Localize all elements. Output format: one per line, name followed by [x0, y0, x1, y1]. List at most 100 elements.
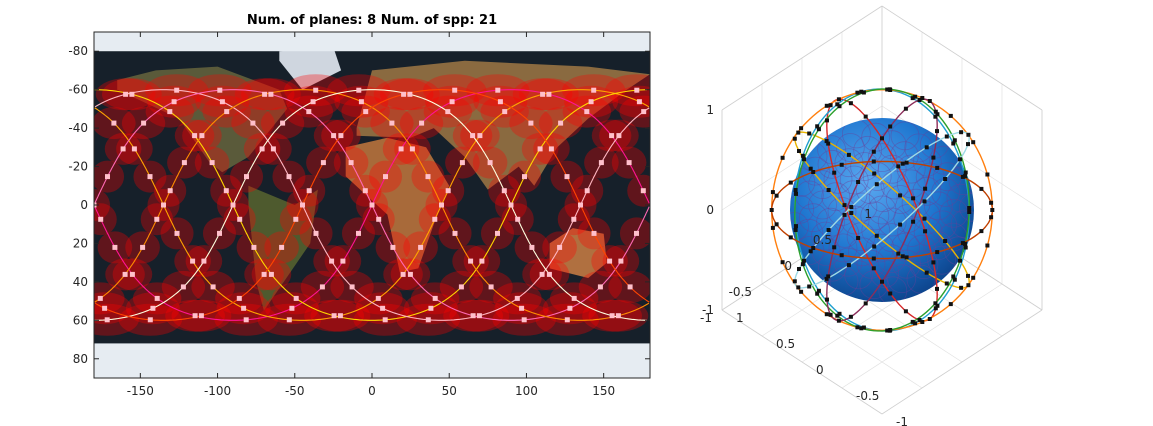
satellite-marker	[363, 109, 369, 115]
satellite-marker-3d	[872, 244, 877, 249]
satellite-marker	[293, 295, 299, 301]
satellite-marker-3d	[800, 262, 805, 267]
satellite-marker-3d	[836, 318, 841, 323]
satellite-marker	[380, 305, 386, 311]
satellite-marker	[348, 160, 354, 166]
satellite-marker	[479, 258, 485, 264]
satellite-marker-3d	[966, 273, 970, 278]
satellite-marker	[591, 230, 597, 236]
coverage-circle	[867, 195, 897, 225]
y-tick-label-3d: -0.5	[729, 285, 752, 299]
satellite-marker-3d	[971, 140, 976, 145]
satellite-marker-3d	[793, 228, 798, 232]
box-edge	[721, 5, 883, 111]
x-tick-label: 150	[592, 384, 615, 398]
satellite-marker	[268, 271, 274, 277]
satellite-marker-3d	[917, 318, 922, 322]
satellite-marker	[141, 120, 147, 126]
satellite-marker-3d	[774, 193, 779, 198]
satellite-marker	[104, 317, 110, 323]
satellite-marker	[626, 160, 632, 166]
satellite-marker	[224, 109, 230, 115]
satellite-marker	[564, 174, 570, 180]
land-greenland	[279, 47, 342, 90]
coverage-circle	[840, 205, 870, 235]
satellite-marker-3d	[966, 283, 971, 288]
coverage-circle	[808, 190, 837, 220]
satellite-marker	[432, 295, 438, 301]
satellite-marker-3d	[835, 102, 840, 107]
grid-line	[761, 283, 923, 389]
satellite-marker	[428, 305, 434, 311]
satellite-marker-3d	[971, 275, 976, 280]
satellite-marker	[571, 295, 577, 301]
satellite-marker	[293, 216, 299, 222]
coverage-circle	[794, 218, 824, 248]
satellite-marker	[607, 258, 613, 264]
satellite-marker	[112, 244, 118, 250]
coverage-circle	[890, 141, 919, 171]
satellite-marker-3d	[963, 241, 967, 246]
coverage-circle	[901, 188, 931, 218]
satellite-marker-3d	[828, 103, 833, 108]
satellite-marker	[261, 271, 267, 277]
satellite-marker	[634, 87, 640, 93]
satellite-marker	[409, 146, 415, 152]
coverage-circle	[860, 201, 890, 231]
satellite-marker	[488, 284, 494, 290]
satellite-marker-3d	[824, 139, 829, 144]
satellite-marker-3d	[923, 186, 928, 191]
satellite-marker-3d	[797, 149, 801, 153]
satellite-marker	[111, 120, 117, 126]
x-tick-label-3d: 1	[736, 311, 744, 325]
satellite-marker	[546, 271, 552, 277]
satellite-marker	[310, 99, 316, 105]
coverage-circle	[923, 231, 953, 261]
satellite-marker-3d	[799, 126, 804, 131]
satellite-marker	[192, 313, 198, 319]
coverage-circle	[853, 135, 883, 165]
satellite-marker-3d	[967, 210, 972, 214]
satellite-marker-3d	[871, 256, 876, 261]
coverage-circle	[848, 237, 877, 267]
coverage-circle	[865, 233, 895, 263]
y-tick-label: -20	[68, 160, 88, 174]
satellite-marker	[279, 244, 285, 250]
satellite-marker-3d	[802, 258, 806, 263]
coverage-circle	[833, 247, 863, 277]
satellite-marker	[241, 305, 247, 311]
satellite-marker	[445, 109, 451, 115]
satellite-marker-3d	[799, 289, 804, 294]
x-tick-label: -150	[127, 384, 154, 398]
satellite-marker	[98, 216, 104, 222]
satellite-marker-3d	[880, 279, 884, 284]
satellite-marker	[259, 146, 265, 152]
coverage-circle	[835, 133, 865, 162]
satellite-marker	[362, 188, 368, 194]
satellite-marker-3d	[910, 319, 915, 324]
satellite-marker-3d	[816, 288, 821, 293]
satellite-marker-3d	[923, 229, 928, 234]
ground-track-plane-1	[94, 89, 650, 321]
satellite-marker	[223, 188, 229, 194]
satellite-marker-3d	[913, 94, 918, 99]
coverage-circle	[946, 183, 974, 213]
satellite-marker-3d	[963, 245, 968, 250]
satellite-marker	[495, 230, 500, 236]
coverage-circle	[801, 156, 830, 186]
satellite-marker-3d	[859, 326, 864, 331]
satellite-marker-3d	[825, 118, 829, 123]
satellite-marker-3d	[952, 138, 957, 143]
satellite-marker	[198, 313, 204, 319]
satellite-marker	[539, 271, 545, 277]
x-tick-label: 100	[515, 384, 538, 398]
satellite-marker	[286, 317, 292, 323]
satellite-marker	[338, 133, 344, 139]
satellite-marker-3d	[848, 314, 853, 319]
satellite-marker-3d	[861, 90, 866, 95]
satellite-marker	[286, 174, 292, 180]
satellite-marker	[609, 313, 615, 319]
satellite-marker-3d	[788, 180, 793, 185]
satellite-marker-3d	[807, 284, 812, 289]
satellite-marker	[548, 146, 554, 152]
